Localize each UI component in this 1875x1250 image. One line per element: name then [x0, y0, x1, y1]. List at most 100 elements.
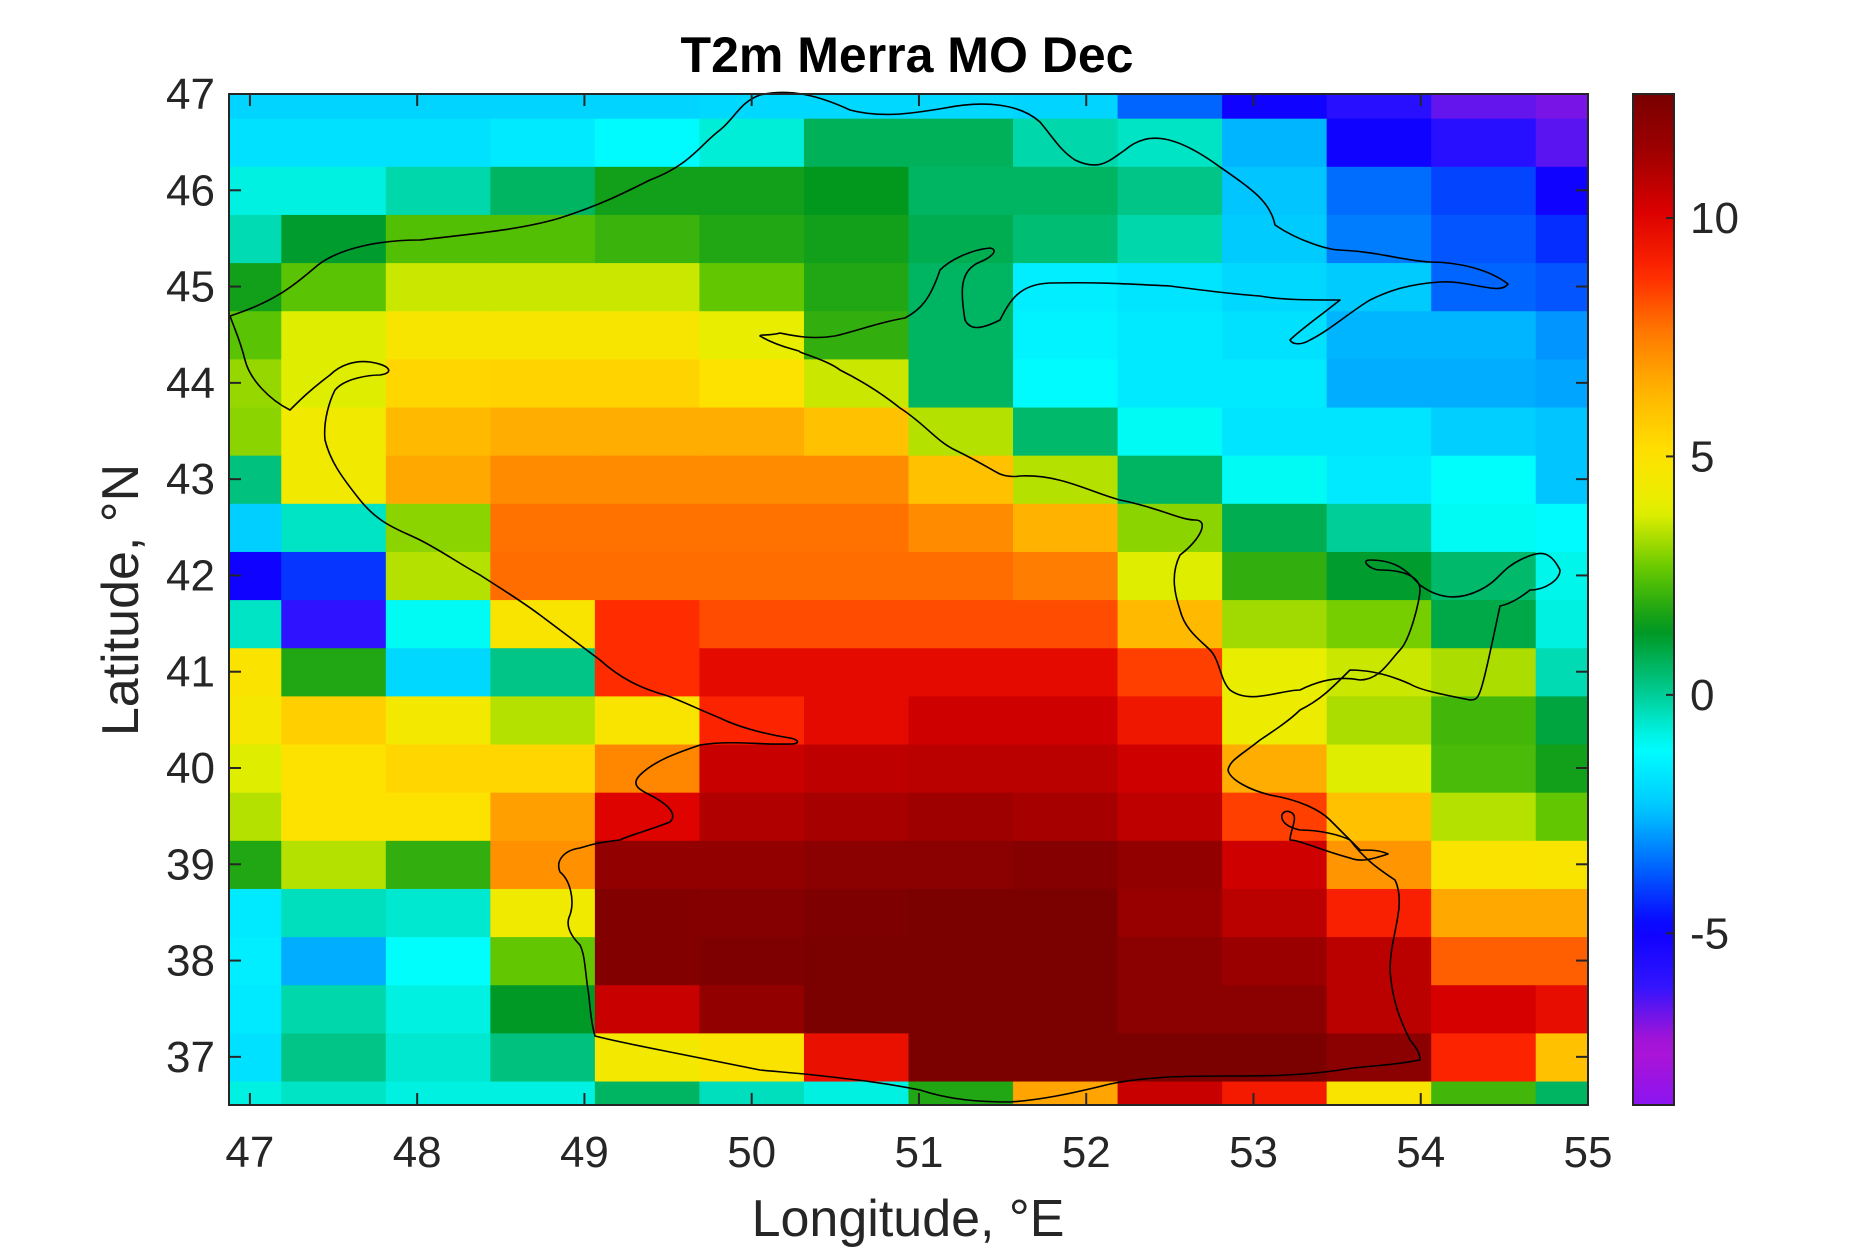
- heatmap-cell: [803, 214, 910, 264]
- heatmap-cell: [1013, 406, 1119, 456]
- heatmap-cells: [229, 94, 1589, 1106]
- heatmap-cell: [490, 743, 596, 793]
- heatmap-cell: [1013, 984, 1119, 1034]
- x-axis: 47 48 49 50 51 52 53 54 55: [225, 94, 1612, 1177]
- heatmap-cell: [803, 455, 910, 504]
- heatmap-cell: [594, 840, 701, 889]
- heatmap-cell: [1222, 262, 1328, 312]
- x-tick-label: 55: [1564, 1128, 1613, 1177]
- heatmap-cell: [1013, 599, 1119, 649]
- heatmap-cell: [281, 310, 387, 360]
- heatmap-cell: [1222, 406, 1328, 456]
- heatmap-cell: [1431, 214, 1537, 264]
- heatmap-cell: [229, 503, 282, 552]
- heatmap-cell: [699, 358, 805, 408]
- x-tick-label: 52: [1062, 1128, 1111, 1177]
- heatmap-cell: [1326, 310, 1432, 360]
- heatmap-cell: [1117, 1032, 1223, 1082]
- heatmap-cell: [385, 551, 491, 601]
- heatmap-cell: [1535, 984, 1589, 1034]
- heatmap-cell: [1013, 792, 1119, 841]
- heatmap-cell: [594, 888, 701, 938]
- heatmap-cell: [803, 840, 910, 889]
- heatmap-cell: [1117, 984, 1223, 1034]
- heatmap-cell: [490, 94, 596, 119]
- heatmap-cell: [385, 118, 491, 167]
- y-tick-label: 43: [166, 455, 215, 504]
- heatmap-cell: [385, 599, 491, 649]
- heatmap-cell: [490, 599, 596, 649]
- heatmap-cell: [229, 695, 282, 745]
- colorbar: -5 0 5 10: [1632, 93, 1739, 1106]
- heatmap-cell: [594, 166, 701, 215]
- heatmap-cell: [1431, 936, 1537, 986]
- heatmap-cell: [908, 406, 1014, 456]
- heatmap-cell: [908, 455, 1014, 504]
- heatmap-cell: [490, 358, 596, 408]
- heatmap-cell: [490, 695, 596, 745]
- heatmap-cell: [490, 1080, 596, 1106]
- heatmap-cell: [1013, 743, 1119, 793]
- heatmap-cell: [1326, 118, 1432, 167]
- heatmap-cell: [1013, 166, 1119, 215]
- heatmap-cell: [1222, 1080, 1328, 1106]
- heatmap-cell: [490, 551, 596, 601]
- heatmap-cell: [281, 118, 387, 167]
- heatmap-cell: [281, 695, 387, 745]
- heatmap-cell: [281, 166, 387, 215]
- heatmap-cell: [385, 94, 491, 119]
- heatmap-cell: [1326, 936, 1432, 986]
- heatmap-cell: [1222, 503, 1328, 552]
- heatmap-cell: [1222, 1032, 1328, 1082]
- y-axis: 37 38 39 40 41 42 43 44 45 46 47: [166, 70, 1588, 1082]
- heatmap-cell: [1013, 840, 1119, 889]
- heatmap-cell: [803, 551, 910, 601]
- heatmap-cell: [699, 599, 805, 649]
- heatmap-cell: [908, 1032, 1014, 1082]
- heatmap-cell: [908, 936, 1014, 986]
- heatmap-cell: [385, 455, 491, 504]
- x-axis-label: Longitude, °E: [752, 1190, 1065, 1248]
- heatmap-cell: [490, 406, 596, 456]
- heatmap-cell: [1013, 1032, 1119, 1082]
- heatmap-cell: [1117, 743, 1223, 793]
- heatmap-cell: [385, 406, 491, 456]
- heatmap-cell: [699, 695, 805, 745]
- heatmap-cell: [1222, 647, 1328, 697]
- heatmap-cell: [594, 984, 701, 1034]
- heatmap-cell: [281, 358, 387, 408]
- heatmap-cell: [699, 840, 805, 889]
- heatmap-cell: [594, 214, 701, 264]
- heatmap-cell: [385, 695, 491, 745]
- heatmap-cell: [1326, 358, 1432, 408]
- heatmap-cell: [385, 840, 491, 889]
- colorbar-ticks: -5 0 5 10: [1666, 194, 1739, 958]
- heatmap-cell: [594, 503, 701, 552]
- heatmap-cell: [908, 840, 1014, 889]
- colorbar-tick-label: 5: [1690, 432, 1714, 481]
- heatmap-cell: [229, 984, 282, 1034]
- heatmap-cell: [385, 166, 491, 215]
- heatmap-cell: [229, 94, 282, 119]
- heatmap-cell: [1431, 310, 1537, 360]
- heatmap-cell: [229, 888, 282, 938]
- heatmap-cell: [594, 310, 701, 360]
- y-tick-label: 47: [166, 70, 215, 119]
- heatmap-cell: [908, 166, 1014, 215]
- heatmap-cell: [229, 214, 282, 264]
- heatmap-cell: [1535, 1080, 1589, 1106]
- heatmap-cell: [1535, 792, 1589, 841]
- heatmap-cell: [594, 647, 701, 697]
- heatmap-cell: [490, 647, 596, 697]
- heatmap-cell: [1326, 792, 1432, 841]
- heatmap-cell: [699, 792, 805, 841]
- heatmap-cell: [1535, 214, 1589, 264]
- heatmap-cell: [908, 503, 1014, 552]
- heatmap-cell: [1326, 503, 1432, 552]
- heatmap-cell: [1222, 166, 1328, 215]
- heatmap-cell: [699, 214, 805, 264]
- heatmap-cell: [908, 695, 1014, 745]
- heatmap-cell: [1013, 647, 1119, 697]
- y-tick-label: 37: [166, 1033, 215, 1082]
- heatmap-cell: [803, 118, 910, 167]
